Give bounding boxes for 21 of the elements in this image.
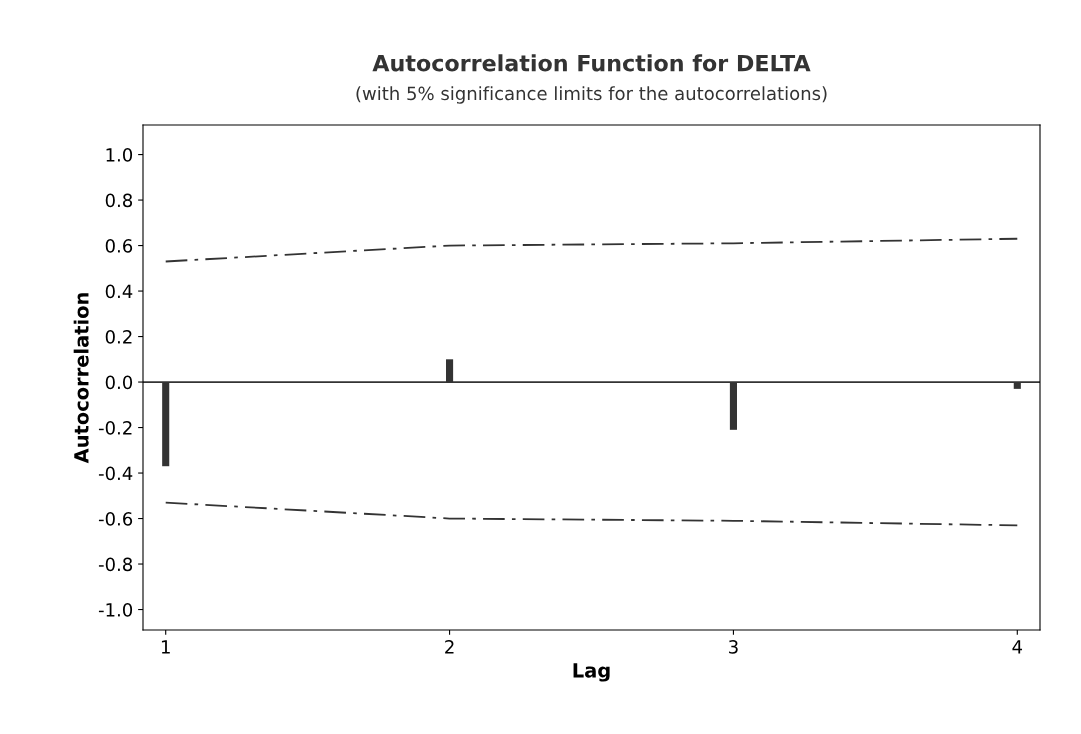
y-tick-label: -0.2 <box>98 421 132 435</box>
y-tick-label: 0.6 <box>105 239 133 253</box>
y-tick-label: -0.8 <box>98 557 133 572</box>
y-tick-label: 0.8 <box>105 193 133 208</box>
y-axis-title: Autocorrelation <box>73 293 89 464</box>
y-tick-label: 0.4 <box>105 284 133 299</box>
y-tick-label: 0.2 <box>105 330 132 344</box>
x-tick-label: 1 <box>161 640 170 654</box>
x-tick-label: 2 <box>445 640 454 654</box>
line-series <box>164 237 1019 263</box>
y-tick-label: -1.0 <box>98 602 133 617</box>
y-tick-label: -0.4 <box>98 466 133 481</box>
chart-subtitle: (with 5% significance limits for the autocorrelations) <box>356 86 827 104</box>
x-axis-title: Lag <box>573 663 610 682</box>
y-tick-label: 1.0 <box>106 148 133 162</box>
line-series <box>164 501 1019 527</box>
x-tick-label: 4 <box>1012 640 1023 654</box>
y-tick-label: 0.0 <box>105 375 133 390</box>
y-tick-label: -0.6 <box>98 512 133 526</box>
chart-title: Autocorrelation Function for DELTA <box>372 54 811 72</box>
x-tick-label: 3 <box>729 640 738 654</box>
